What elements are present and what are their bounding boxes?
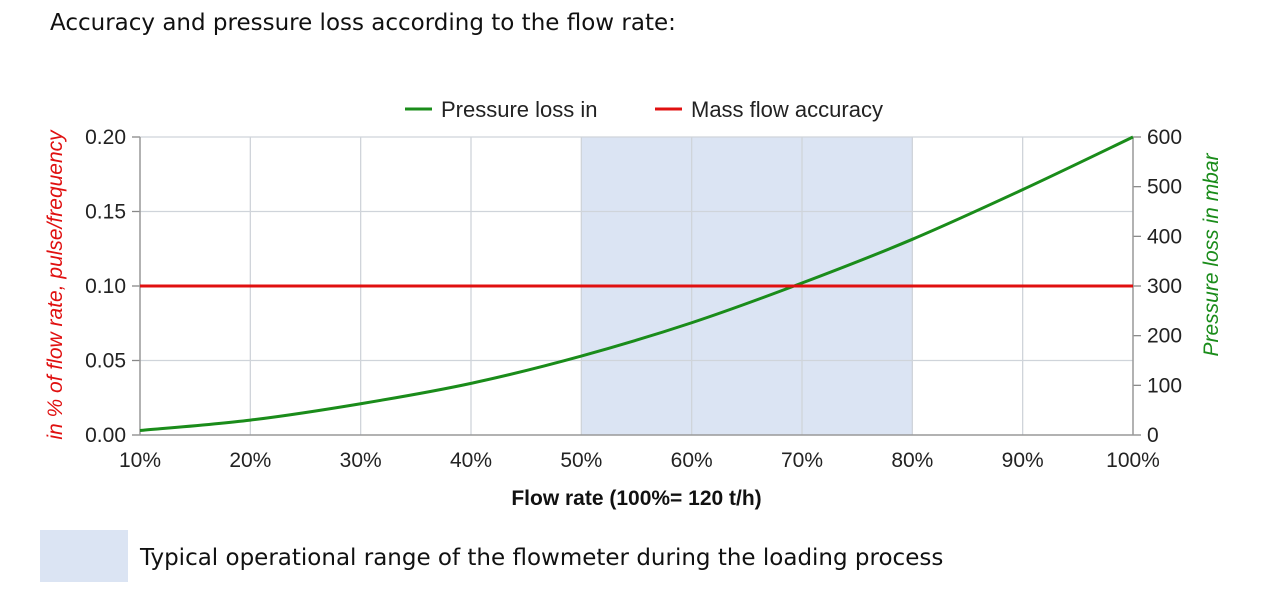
x-tick-label: 40% — [450, 449, 492, 472]
x-tick-label: 20% — [229, 449, 271, 472]
x-tick-label: 60% — [671, 449, 713, 472]
operational-range-swatch — [40, 530, 128, 582]
pressure-loss-line — [139, 135, 1134, 433]
y-right-tick-label: 300 — [1147, 275, 1182, 298]
y-left-tick-label: 0.20 — [85, 126, 126, 149]
legend-label: Mass flow accuracy — [691, 97, 883, 122]
x-tick-label: 70% — [781, 449, 823, 472]
y-left-tick-label: 0.00 — [85, 424, 126, 447]
x-axis-title: Flow rate (100%= 120 t/h) — [511, 487, 761, 510]
legend-label: Pressure loss in — [441, 97, 598, 122]
x-tick-label: 10% — [119, 449, 161, 472]
y-right-tick-label: 200 — [1147, 325, 1182, 348]
y-right-tick-label: 500 — [1147, 176, 1182, 199]
y-right-tick-label: 400 — [1147, 225, 1182, 248]
x-tick-label: 80% — [891, 449, 933, 472]
x-tick-label: 50% — [560, 449, 602, 472]
y-left-axis-title: in % of flow rate, pulse/frequency — [44, 129, 67, 440]
y-right-axis-title: Pressure loss in mbar — [1200, 152, 1223, 356]
y-left-tick-label: 0.15 — [85, 201, 126, 224]
y-right-tick-label: 100 — [1147, 374, 1182, 397]
x-tick-label: 100% — [1106, 449, 1160, 472]
y-right-tick-label: 0 — [1147, 424, 1159, 447]
y-right-tick-label: 600 — [1147, 126, 1182, 149]
y-left-tick-label: 0.05 — [85, 350, 126, 373]
page-title: Accuracy and pressure loss according to … — [50, 10, 676, 36]
y-left-tick-label: 0.10 — [85, 275, 126, 298]
x-tick-label: 90% — [1002, 449, 1044, 472]
x-tick-label: 30% — [340, 449, 382, 472]
operational-range-label: Typical operational range of the flowmet… — [140, 545, 944, 571]
